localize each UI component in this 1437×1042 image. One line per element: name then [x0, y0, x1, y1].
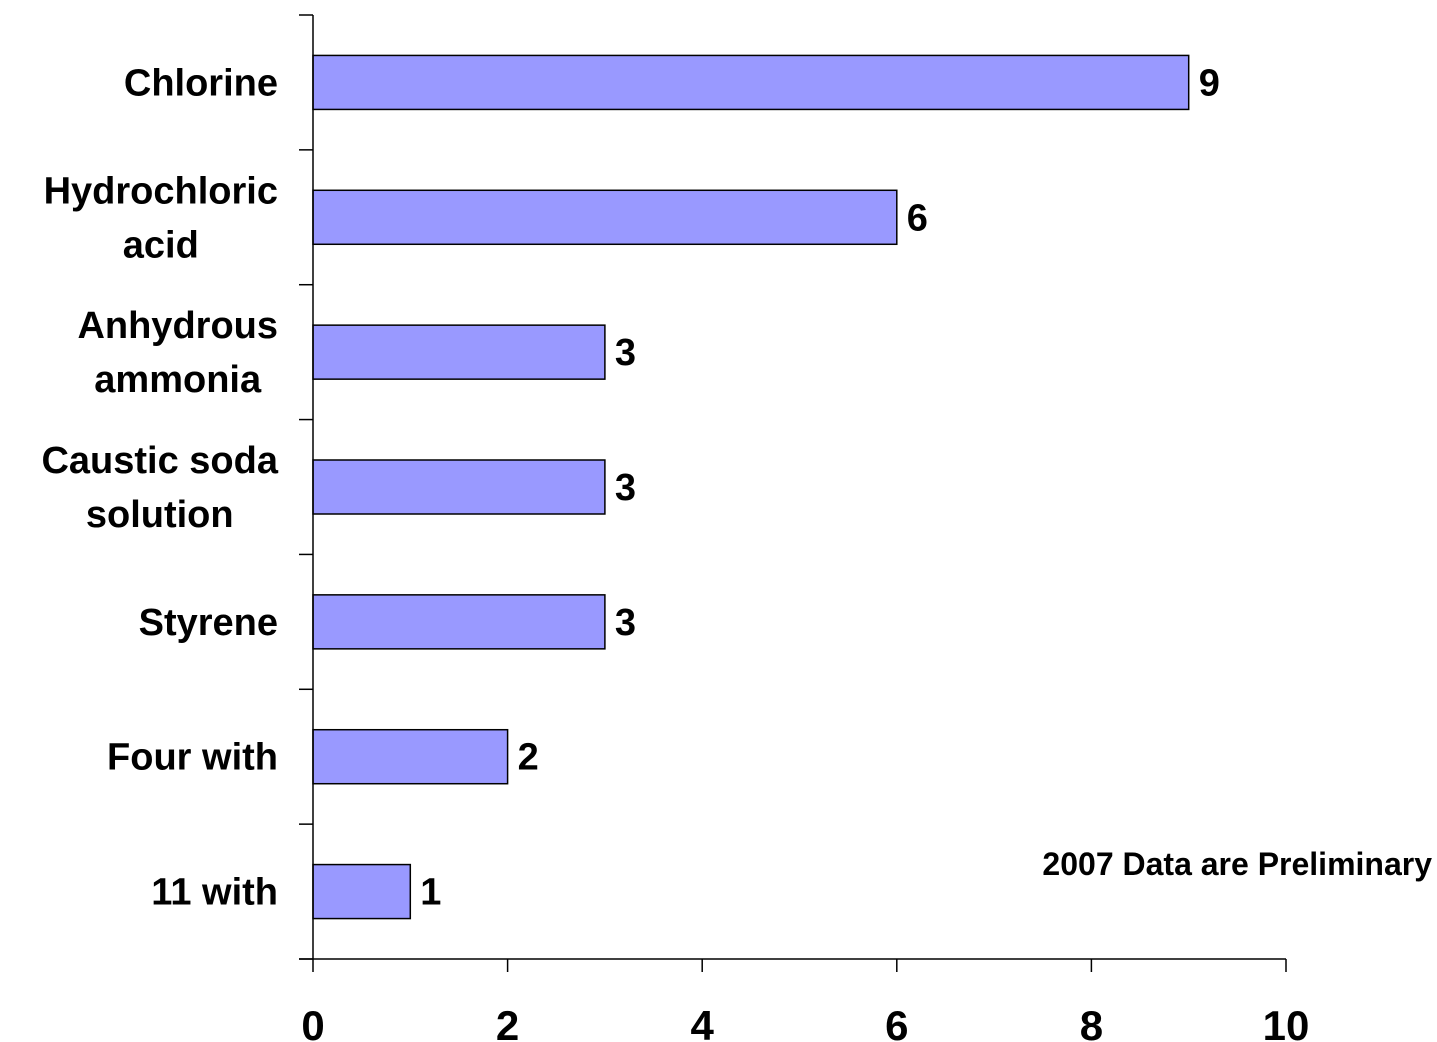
- x-tick-label: 6: [885, 1002, 908, 1042]
- category-label: Four with: [107, 737, 278, 779]
- x-tick-label: 2: [496, 1002, 519, 1042]
- bar: [312, 594, 606, 650]
- category-label: Caustic soda: [41, 440, 278, 482]
- bar: [312, 459, 606, 515]
- category-label: ammonia: [94, 359, 262, 401]
- data-label: 3: [615, 467, 636, 509]
- x-tick-label: 10: [1263, 1002, 1310, 1042]
- category-label: Hydrochloric: [44, 170, 278, 212]
- bars-layer: [312, 54, 1190, 920]
- labels-layer: 9 Chlorine 6 Hydrochloric acid 3 Anhydrous ammo…: [41, 62, 1309, 1042]
- x-tick-label: 8: [1080, 1002, 1103, 1042]
- bar: [312, 54, 1190, 111]
- bar: [312, 324, 606, 380]
- bar: [312, 863, 412, 920]
- category-label: acid: [123, 224, 199, 266]
- chart-annotation: 2007 Data are Preliminary: [1042, 846, 1432, 882]
- category-label: 11 with: [151, 872, 278, 914]
- axes-layer: [299, 14, 1287, 972]
- x-tick-label: 4: [691, 1002, 715, 1042]
- category-label: solution: [86, 494, 234, 536]
- data-label: 3: [615, 332, 636, 374]
- data-label: 1: [420, 872, 441, 914]
- bar: [312, 189, 898, 246]
- x-tick-label: 0: [301, 1002, 324, 1042]
- bar: [312, 728, 509, 785]
- category-label: Anhydrous: [77, 305, 278, 347]
- data-label: 3: [615, 602, 636, 644]
- category-label: Styrene: [139, 602, 278, 644]
- data-label: 6: [907, 197, 928, 239]
- category-label: Chlorine: [124, 62, 278, 104]
- data-label: 9: [1199, 62, 1220, 104]
- data-label: 2: [518, 737, 539, 779]
